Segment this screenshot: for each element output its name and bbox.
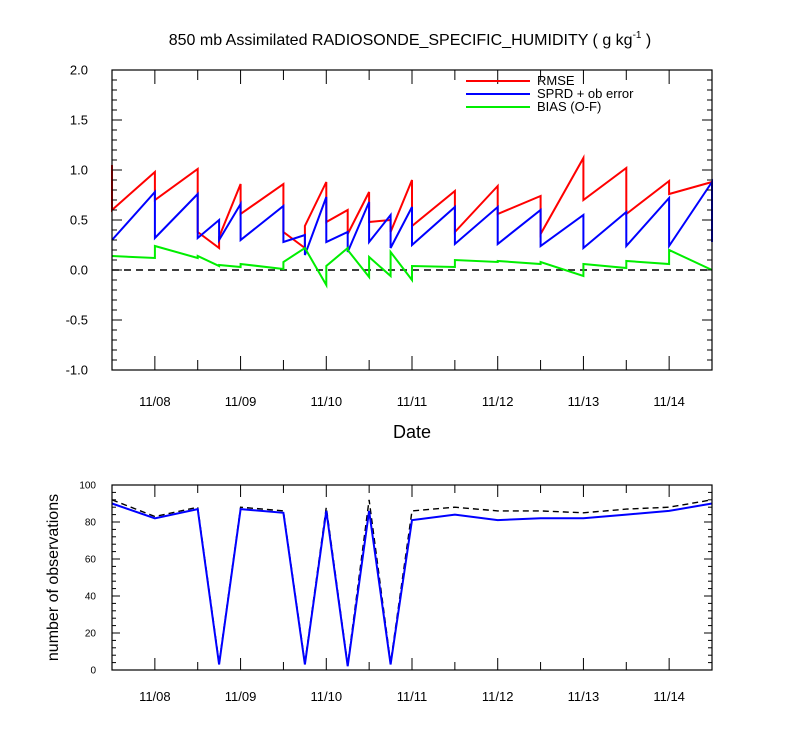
top-chart-panel: 850 mb Assimilated RADIOSONDE_SPECIFIC_H… bbox=[66, 30, 713, 442]
y-tick-label: 0.5 bbox=[70, 213, 88, 228]
chart-title: 850 mb Assimilated RADIOSONDE_SPECIFIC_H… bbox=[169, 30, 652, 49]
bottom-chart-panel: 11/08 11/09 11/10 11/11 11/12 11/13 11/14 0 20 40… bbox=[45, 481, 713, 704]
x-tick-label: 11/10 bbox=[310, 394, 342, 409]
legend-label: RMSE bbox=[537, 73, 575, 88]
chart-title-text: 850 mb Assimilated RADIOSONDE_SPECIFIC_H… bbox=[169, 32, 633, 49]
x-tick-label: 11/09 bbox=[225, 394, 257, 409]
y-axis-label: number of observations bbox=[45, 494, 62, 661]
chart-title-close: ) bbox=[641, 32, 651, 49]
y-tick-label: 2.0 bbox=[70, 63, 88, 78]
y-tick-label: -0.5 bbox=[66, 313, 88, 328]
x-tick-label: 11/11 bbox=[397, 689, 428, 704]
legend-label: BIAS (O-F) bbox=[537, 99, 601, 114]
y-tick-label: 60 bbox=[85, 555, 97, 566]
series-bias-o-f-line bbox=[111, 244, 713, 289]
x-tick-label: 11/08 bbox=[139, 394, 171, 409]
y-tick-label: 40 bbox=[85, 592, 97, 603]
series-solid-1-line bbox=[111, 502, 713, 667]
x-tick-label: 11/14 bbox=[653, 394, 685, 409]
x-tick-label: 11/09 bbox=[225, 689, 257, 704]
x-tick-label: 11/08 bbox=[139, 689, 171, 704]
series-rmse-line bbox=[111, 154, 713, 250]
x-tick-label: 11/11 bbox=[397, 394, 428, 409]
chart-title-exponent: -1 bbox=[633, 30, 642, 41]
y-tick-label: -1.0 bbox=[66, 363, 88, 378]
legend-label: SPRD + ob error bbox=[537, 86, 634, 101]
x-tick-label: 11/12 bbox=[482, 689, 514, 704]
x-tick-label: 11/14 bbox=[653, 689, 685, 704]
y-tick-label: 1.5 bbox=[70, 113, 88, 128]
y-tick-label: 100 bbox=[79, 481, 96, 492]
y-tick-label: 0 bbox=[90, 666, 96, 677]
x-tick-label: 11/10 bbox=[310, 689, 342, 704]
plot-frame bbox=[111, 484, 713, 671]
x-tick-label: 11/13 bbox=[568, 394, 600, 409]
series-dashed-0-line bbox=[111, 499, 713, 665]
x-tick-label: 11/13 bbox=[568, 689, 600, 704]
series-sprd-ob-error-line bbox=[111, 178, 713, 256]
y-tick-label: 20 bbox=[85, 629, 97, 640]
x-tick-label: 11/12 bbox=[482, 394, 514, 409]
y-tick-label: 1.0 bbox=[70, 163, 88, 178]
y-tick-label: 0.0 bbox=[70, 263, 88, 278]
y-tick-label: 80 bbox=[85, 518, 97, 529]
x-axis-label: Date bbox=[393, 422, 431, 442]
